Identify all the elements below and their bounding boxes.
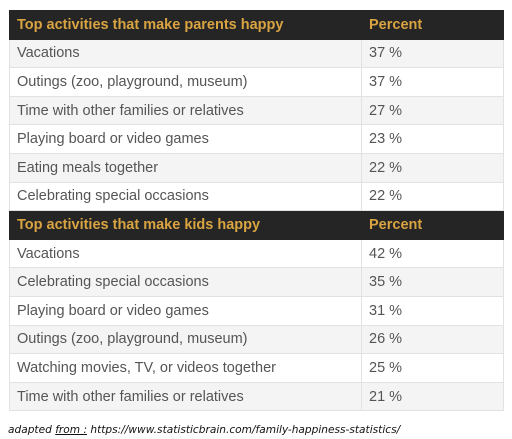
source-prefix: adapted xyxy=(8,424,56,436)
parents-percent-cell: 37 % xyxy=(361,67,504,97)
kids-activity-cell: Watching movies, TV, or videos together xyxy=(9,353,362,383)
happiness-table-container: Top activities that make parents happy P… xyxy=(9,10,504,412)
table-row: Playing board or video games 23 % xyxy=(9,124,504,154)
parents-activity-cell: Vacations xyxy=(9,38,362,69)
table-row: Vacations 42 % xyxy=(9,238,504,269)
kids-percent-cell: 25 % xyxy=(361,353,504,383)
parents-header-row: Top activities that make parents happy P… xyxy=(9,10,504,40)
kids-activity-cell: Playing board or video games xyxy=(9,295,362,326)
table-row: Time with other families or relatives 27… xyxy=(9,95,504,126)
table-row: Outings (zoo, playground, museum) 37 % xyxy=(9,67,504,97)
parents-activity-cell: Time with other families or relatives xyxy=(9,95,362,126)
source-from-label: from : xyxy=(55,424,88,436)
parents-percent-cell: 23 % xyxy=(361,124,504,154)
kids-percent-cell: 21 % xyxy=(361,381,504,412)
kids-percent-cell: 26 % xyxy=(361,324,504,355)
happiness-table: Top activities that make parents happy P… xyxy=(9,10,504,412)
kids-header-row: Top activities that make kids happy Perc… xyxy=(9,210,504,240)
kids-activity-cell: Celebrating special occasions xyxy=(9,267,362,297)
table-row: Celebrating special occasions 22 % xyxy=(9,181,504,212)
kids-percent-cell: 42 % xyxy=(361,238,504,269)
kids-percent-cell: 31 % xyxy=(361,295,504,326)
kids-percent-cell: 35 % xyxy=(361,267,504,297)
parents-activity-header: Top activities that make parents happy xyxy=(9,10,362,40)
source-caption: adapted from : https://www.statisticbrai… xyxy=(8,424,400,436)
kids-activity-header: Top activities that make kids happy xyxy=(9,210,362,240)
kids-activity-cell: Vacations xyxy=(9,238,362,269)
table-row: Celebrating special occasions 35 % xyxy=(9,267,504,297)
table-row: Time with other families or relatives 21… xyxy=(9,381,504,412)
parents-percent-cell: 27 % xyxy=(361,95,504,126)
table-row: Watching movies, TV, or videos together … xyxy=(9,353,504,383)
parents-percent-header: Percent xyxy=(361,10,504,40)
parents-activity-cell: Celebrating special occasions xyxy=(9,181,362,212)
kids-activity-cell: Time with other families or relatives xyxy=(9,381,362,412)
table-row: Eating meals together 22 % xyxy=(9,152,504,183)
parents-percent-cell: 22 % xyxy=(361,181,504,212)
table-row: Outings (zoo, playground, museum) 26 % xyxy=(9,324,504,355)
kids-percent-header: Percent xyxy=(361,210,504,240)
table-row: Vacations 37 % xyxy=(9,38,504,69)
parents-activity-cell: Playing board or video games xyxy=(9,124,362,154)
parents-activity-cell: Outings (zoo, playground, museum) xyxy=(9,67,362,97)
kids-activity-cell: Outings (zoo, playground, museum) xyxy=(9,324,362,355)
parents-percent-cell: 37 % xyxy=(361,38,504,69)
parents-percent-cell: 22 % xyxy=(361,152,504,183)
parents-activity-cell: Eating meals together xyxy=(9,152,362,183)
table-row: Playing board or video games 31 % xyxy=(9,295,504,326)
source-url: https://www.statisticbrain.com/family-ha… xyxy=(87,424,401,436)
